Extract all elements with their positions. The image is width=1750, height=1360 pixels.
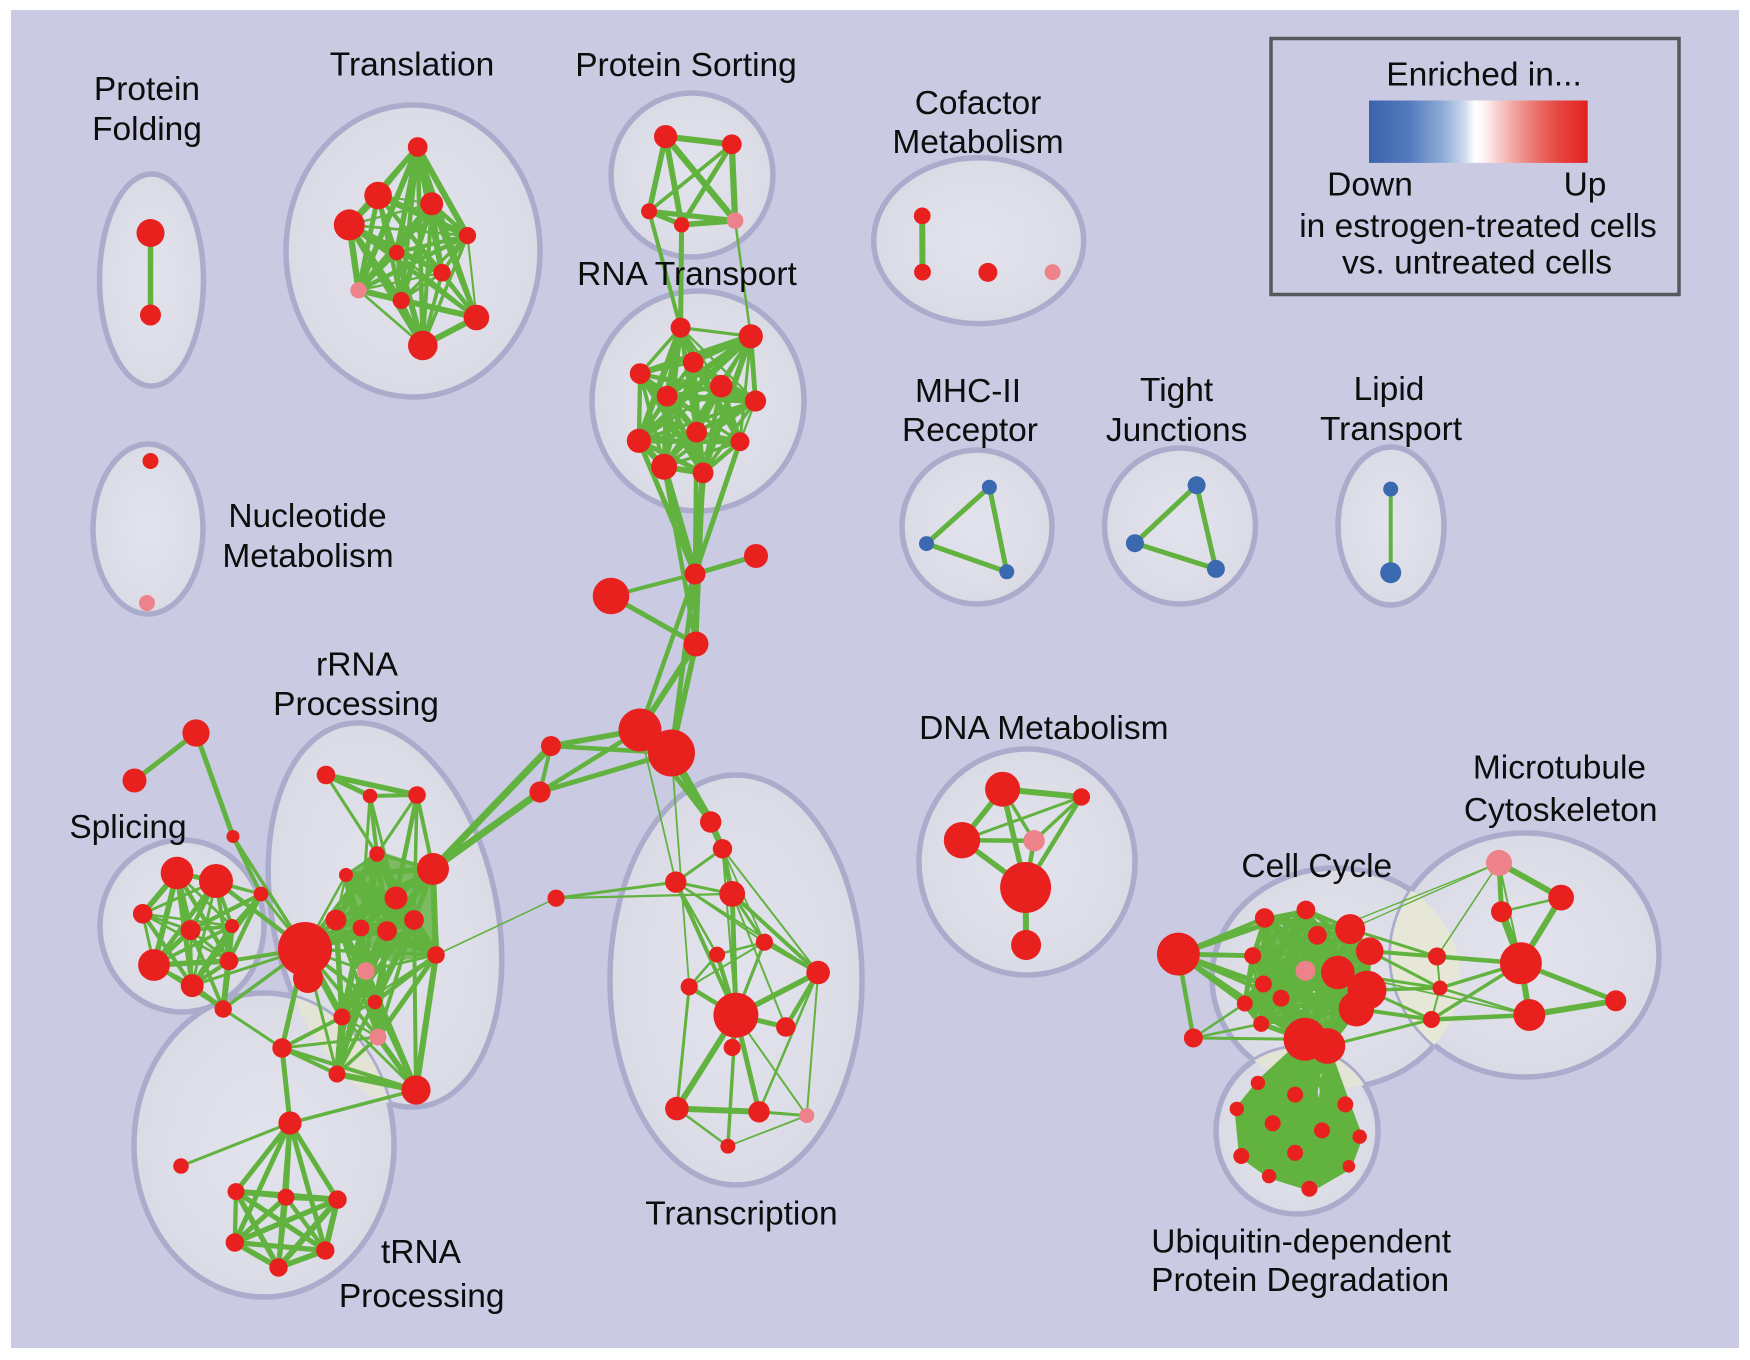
svg-text:Cell Cycle: Cell Cycle [1241, 848, 1392, 885]
svg-text:MHC-II: MHC-II [915, 373, 1021, 410]
svg-text:Tight: Tight [1140, 372, 1214, 409]
svg-text:Enriched in...: Enriched in... [1386, 56, 1582, 93]
svg-text:Transport: Transport [1320, 411, 1463, 448]
svg-text:Transcription: Transcription [645, 1196, 837, 1233]
svg-text:in estrogen-treated cells: in estrogen-treated cells [1299, 208, 1657, 245]
svg-text:Protein Sorting: Protein Sorting [575, 47, 797, 84]
svg-text:Folding: Folding [92, 111, 202, 148]
svg-text:Processing: Processing [339, 1278, 505, 1315]
svg-text:vs. untreated cells: vs. untreated cells [1342, 245, 1612, 282]
svg-text:Splicing: Splicing [69, 809, 186, 846]
svg-text:Nucleotide: Nucleotide [228, 498, 386, 535]
svg-text:Cytoskeleton: Cytoskeleton [1464, 792, 1658, 829]
svg-text:tRNA: tRNA [381, 1234, 462, 1271]
svg-text:Junctions: Junctions [1106, 412, 1248, 449]
svg-text:Protein Degradation: Protein Degradation [1151, 1262, 1449, 1299]
svg-text:Cofactor: Cofactor [915, 85, 1042, 122]
svg-text:Microtubule: Microtubule [1473, 749, 1646, 786]
svg-text:RNA Transport: RNA Transport [577, 256, 797, 293]
svg-text:Receptor: Receptor [902, 412, 1038, 449]
svg-text:Down: Down [1327, 167, 1413, 204]
svg-text:Processing: Processing [273, 686, 439, 723]
svg-text:Protein: Protein [94, 71, 200, 108]
svg-text:rRNA: rRNA [316, 647, 399, 684]
svg-text:Lipid: Lipid [1354, 371, 1425, 408]
svg-text:Translation: Translation [330, 47, 494, 84]
svg-text:Metabolism: Metabolism [222, 538, 393, 575]
svg-text:Up: Up [1564, 167, 1607, 204]
svg-text:Metabolism: Metabolism [892, 124, 1063, 161]
svg-text:DNA Metabolism: DNA Metabolism [919, 710, 1168, 747]
svg-text:Ubiquitin-dependent: Ubiquitin-dependent [1151, 1223, 1452, 1260]
